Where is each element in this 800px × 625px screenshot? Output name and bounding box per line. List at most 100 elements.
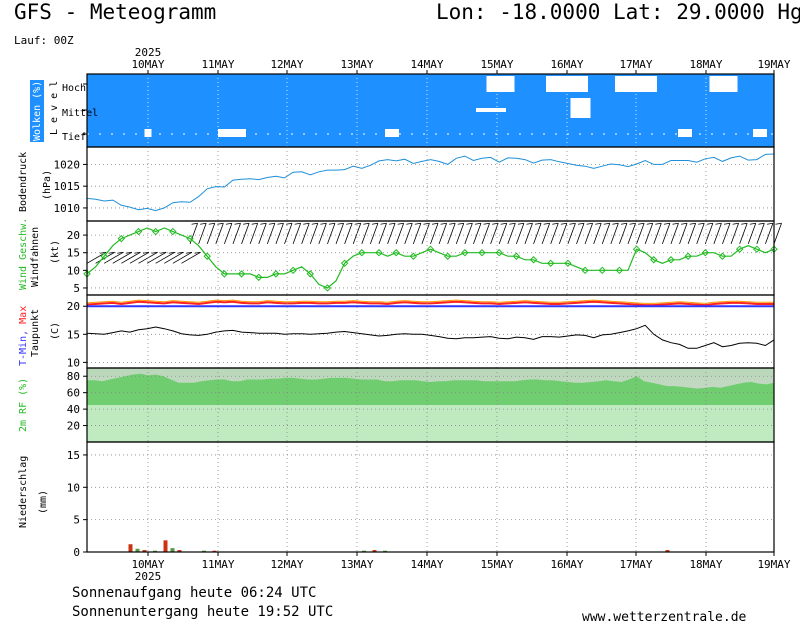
y-tick-label: 1010 [54, 202, 81, 215]
wind-marker [100, 252, 108, 260]
wind-barb [515, 223, 525, 245]
low-cloud-patch [144, 129, 152, 137]
wind-barb [129, 251, 150, 264]
wind-barb-flag [389, 222, 396, 225]
date-label-bottom: 17MAY [619, 558, 652, 571]
site-credit: www.wetterzentrale.de [582, 610, 747, 625]
wind-barb-flag [285, 222, 293, 225]
temp-unit: (C) [50, 322, 61, 340]
wind-marker [753, 245, 761, 253]
sunrise-text: Sonnenaufgang heute 06:24 UTC [72, 585, 317, 601]
precip-bar [153, 550, 157, 552]
wind-barb [395, 223, 405, 245]
wind-barb-flag [706, 222, 713, 225]
wind-barb-flag [552, 222, 559, 225]
wind-marker [169, 227, 177, 236]
wind-barb [327, 223, 336, 245]
date-label-top: 18MAY [689, 58, 722, 71]
location-coordinates: Lon: -18.0000 Lat: 29.0000 Hgt: [436, 0, 800, 24]
wind-barb-flag [431, 222, 439, 225]
y-tick-label: 20 [67, 420, 80, 433]
wind-barb [670, 223, 679, 245]
tmax-line [86, 300, 774, 307]
wind-barb [172, 251, 193, 264]
precip-bar [142, 550, 147, 552]
wind-barb-flag [380, 222, 387, 225]
high-cloud-patch [486, 76, 515, 92]
date-label-bottom: 19MAY [757, 558, 790, 571]
wind-marker [117, 234, 126, 243]
y-tick-label: 0 [73, 546, 80, 559]
wind-barb-flag [328, 222, 336, 225]
wind-barb-flag [672, 222, 679, 225]
wind-barb-flag [741, 222, 748, 225]
wind-barb [438, 223, 447, 245]
wind-marker [718, 252, 727, 260]
wind-barb-flag [354, 222, 361, 225]
wind-speed-line [86, 227, 775, 289]
wind-barb-flag [457, 222, 464, 225]
wind-barb-flag [449, 222, 456, 225]
wind-marker [237, 270, 246, 278]
date-label-top: 16MAY [550, 58, 583, 71]
mid-cloud-patch [476, 108, 506, 112]
wind-barb-flag [134, 251, 141, 254]
wind-barb [473, 223, 482, 245]
high-cloud-patch [709, 76, 738, 92]
wind-barb [232, 223, 241, 245]
wind-barb-flag [620, 222, 628, 225]
wind-marker [547, 259, 555, 267]
wind-barb [112, 251, 133, 264]
pressure-unit: (hPa) [42, 170, 53, 200]
precip-bar [665, 550, 670, 552]
date-label-top: 11MAY [201, 58, 234, 71]
wind-barb-flag [723, 222, 731, 225]
wind-barb-flag [517, 222, 524, 225]
wind-barb-flag [414, 222, 421, 225]
wind-barb-flag [775, 222, 782, 225]
wind-barb-flag [160, 251, 167, 254]
wind-marker [375, 249, 383, 257]
wind-barb-flag [200, 222, 207, 225]
wind-barb [301, 223, 310, 245]
wind-barb [198, 223, 207, 245]
wind-unit: (kt) [50, 240, 61, 264]
wind-barb-flag [474, 222, 482, 225]
wind-barb [430, 223, 439, 245]
wind-barb [481, 223, 490, 245]
wind-marker [186, 234, 194, 243]
wind-marker [203, 252, 211, 260]
wind-barb [498, 223, 508, 245]
wind-barb-flag [251, 222, 258, 225]
low-cloud-patch [678, 129, 692, 137]
precip-bar [135, 548, 140, 552]
wind-barb [610, 223, 619, 245]
wind-barb [653, 223, 662, 245]
wind-barb [309, 223, 319, 245]
wind-ylabel2: Windfahnen [30, 227, 41, 287]
wind-barb [164, 251, 184, 264]
wind-barb [550, 223, 559, 245]
y-tick-label: 20 [67, 229, 80, 242]
y-tick-label: 5 [73, 282, 80, 295]
wind-marker [650, 256, 658, 264]
wind-marker [426, 245, 435, 253]
wind-barb-flag [234, 222, 241, 225]
wind-barb-flag [483, 222, 490, 225]
wind-barb [541, 223, 551, 245]
pressure-line [86, 153, 775, 212]
wind-barb-flag [543, 222, 550, 225]
wind-barb [533, 223, 542, 245]
precip-bar [177, 550, 182, 552]
y-tick-label: 40 [67, 403, 80, 416]
wind-barb [181, 251, 201, 264]
wind-barb [447, 223, 456, 245]
cloud-panel-bg [87, 74, 774, 147]
wind-marker [770, 245, 778, 253]
wind-barb-flag [346, 222, 353, 225]
high-cloud-patch [615, 76, 657, 92]
wind-barb-flag [99, 251, 107, 254]
y-tick-label: 20 [67, 300, 80, 313]
wind-marker [151, 227, 160, 236]
